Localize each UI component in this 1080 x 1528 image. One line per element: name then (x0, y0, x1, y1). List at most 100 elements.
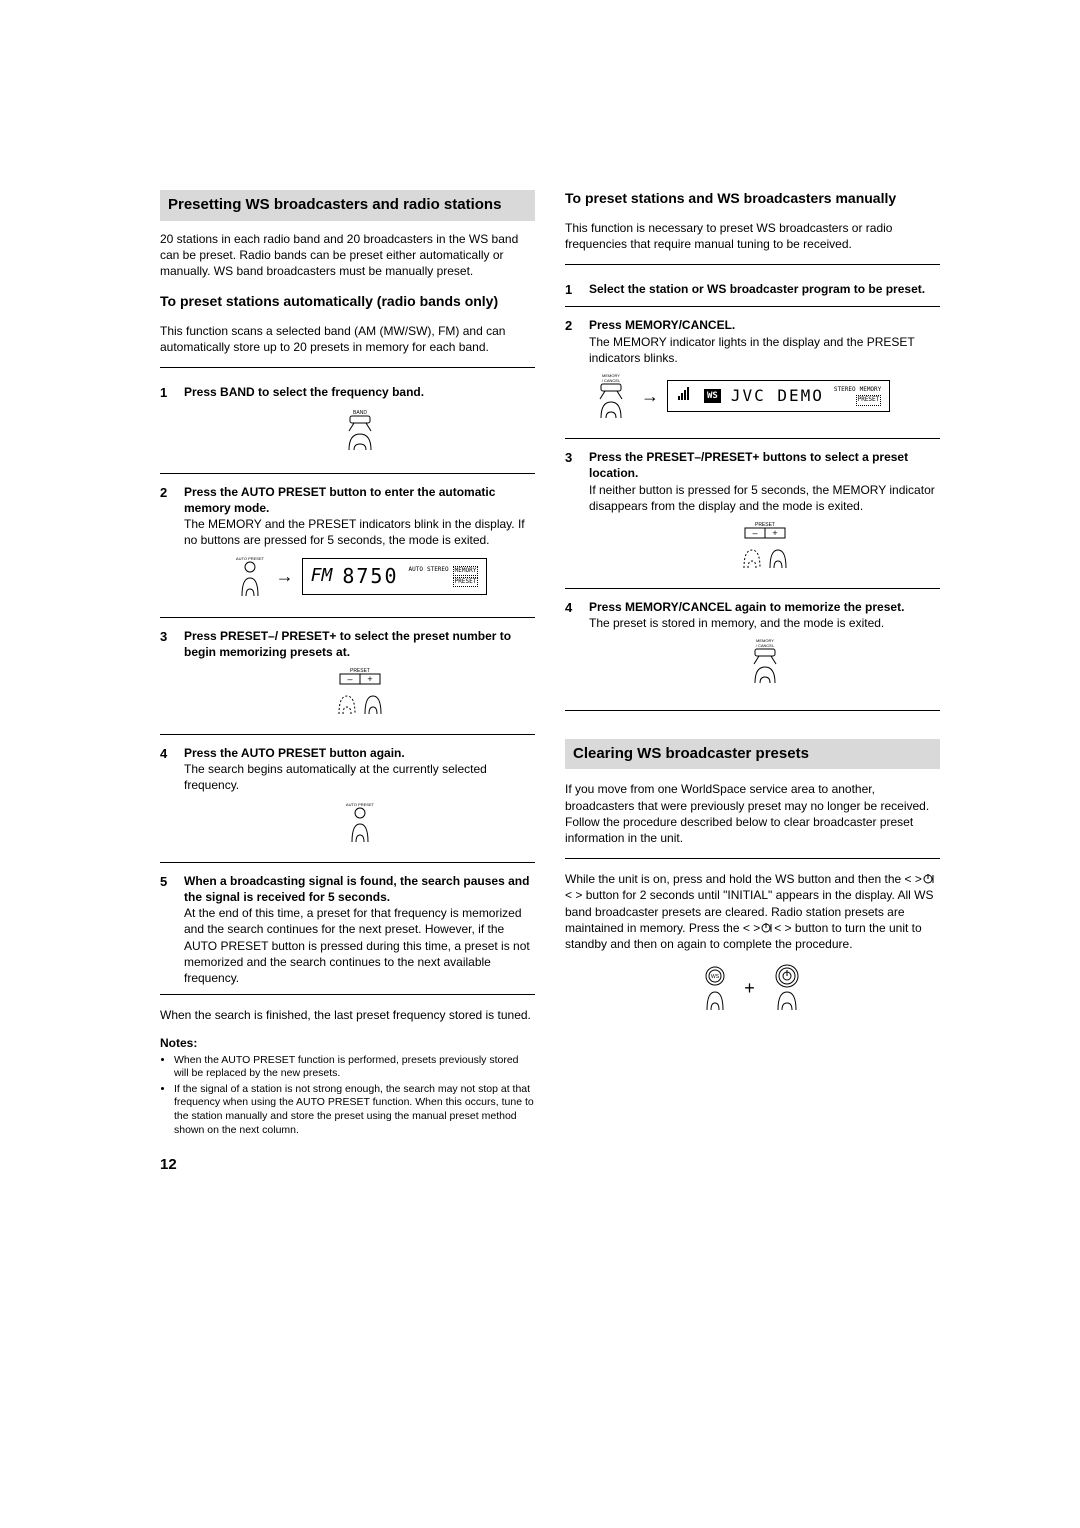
memory-cancel-button-figure: MEMORY / CANCEL (589, 637, 940, 689)
memory-cancel-figure: MEMORY / CANCEL → (589, 372, 940, 424)
arrow-icon: → (641, 384, 659, 408)
manual-page: Presetting WS broadcasters and radio sta… (0, 0, 1080, 1528)
manual-step-2-text: The MEMORY indicator lights in the displ… (589, 334, 940, 366)
manual-intro-text: This function is necessary to preset WS … (565, 220, 940, 252)
step-3-instruction: Press PRESET–/ PRESET+ to select the pre… (184, 629, 511, 659)
two-column-layout: Presetting WS broadcasters and radio sta… (160, 190, 940, 1176)
step-body: Press the AUTO PRESET button to enter th… (184, 484, 535, 609)
svg-text:/ CANCEL: / CANCEL (602, 378, 621, 383)
step-body: Press the PRESET–/PRESET+ buttons to sel… (589, 449, 940, 580)
step-5-instruction: When a broadcasting signal is found, the… (184, 874, 529, 904)
notes-list: When the AUTO PRESET function is perform… (160, 1054, 535, 1138)
step-2-instruction: Press the AUTO PRESET button to enter th… (184, 485, 495, 515)
step-number: 1 (565, 281, 581, 299)
divider (160, 367, 535, 368)
notes-heading: Notes: (160, 1035, 535, 1051)
section-heading-clearing: Clearing WS broadcaster presets (565, 739, 940, 770)
step-number: 4 (160, 745, 176, 854)
step-5-text: At the end of this time, a preset for th… (184, 905, 535, 986)
step-number: 4 (565, 599, 581, 696)
preset-minus-plus-icon: PRESET – + (730, 520, 800, 570)
manual-step-3: 3 Press the PRESET–/PRESET+ buttons to s… (565, 443, 940, 584)
note-item: When the AUTO PRESET function is perform… (174, 1054, 535, 1081)
manual-step-4: 4 Press MEMORY/CANCEL again to memorize … (565, 593, 940, 700)
step-body: Select the station or WS broadcaster pro… (589, 281, 940, 299)
svg-text:+: + (367, 674, 372, 684)
plus-sign: + (744, 978, 755, 998)
divider (565, 438, 940, 439)
svg-text:WS: WS (711, 974, 720, 980)
left-column: Presetting WS broadcasters and radio sta… (160, 190, 535, 1176)
lcd-display: FM 8750 AUTO STEREO MEMORY PRESET (302, 558, 488, 595)
intro-text: 20 stations in each radio band and 20 br… (160, 231, 535, 280)
divider (565, 588, 940, 589)
standby-icon (760, 922, 774, 934)
memory-cancel-button-icon: MEMORY / CANCEL (743, 637, 787, 685)
signal-icon (676, 385, 694, 407)
divider (565, 858, 940, 859)
step-2-text: The MEMORY and the PRESET indicators bli… (184, 516, 535, 548)
step-3: 3 Press PRESET–/ PRESET+ to select the p… (160, 622, 535, 731)
section-heading-presetting: Presetting WS broadcasters and radio sta… (160, 190, 535, 221)
preset-buttons-figure: PRESET – + (184, 666, 535, 720)
ws-button-icon: WS (695, 964, 735, 1012)
standby-button-icon (764, 964, 810, 1012)
divider (160, 617, 535, 618)
svg-text:AUTO PRESET: AUTO PRESET (236, 556, 265, 561)
manual-step-3-text: If neither button is pressed for 5 secon… (589, 482, 940, 514)
ws-plus-standby-figure: WS + (565, 964, 940, 1016)
preset-buttons-figure: PRESET – + (589, 520, 940, 574)
lcd-band: FM (311, 564, 333, 588)
divider (160, 734, 535, 735)
band-button-icon: BAND (335, 406, 385, 454)
divider (565, 264, 940, 265)
svg-text:–: – (752, 528, 757, 538)
svg-text:+: + (772, 528, 777, 538)
step-body: Press PRESET–/ PRESET+ to select the pre… (184, 628, 535, 727)
page-number: 12 (160, 1155, 535, 1175)
memory-cancel-button-icon: MEMORY / CANCEL (589, 372, 633, 420)
divider (160, 862, 535, 863)
manual-step-1-instruction: Select the station or WS broadcaster pro… (589, 282, 925, 296)
note-item: If the signal of a station is not strong… (174, 1083, 535, 1138)
lcd-value: 8750 (342, 563, 398, 590)
closing-text: When the search is finished, the last pr… (160, 1007, 535, 1023)
auto-intro-text: This function scans a selected band (AM … (160, 323, 535, 355)
step-number: 5 (160, 873, 176, 986)
clear-paragraph-1: If you move from one WorldSpace service … (565, 781, 940, 846)
step-number: 1 (160, 384, 176, 464)
lcd-text: JVC DEMO (731, 385, 824, 407)
lcd-ws-badge: WS (704, 389, 721, 403)
right-column: To preset stations and WS broadcasters m… (565, 190, 940, 1176)
step-number: 3 (565, 449, 581, 580)
auto-preset-figure: AUTO PRESET → FM 8750 (184, 554, 535, 602)
step-1-instruction: Press BAND to select the frequency band. (184, 385, 424, 399)
lcd-display: WS JVC DEMO STEREO MEMORY PRESET (667, 380, 890, 412)
divider (565, 710, 940, 711)
step-body: Press the AUTO PRESET button again. The … (184, 745, 535, 854)
arrow-icon: → (276, 564, 294, 588)
step-body: Press MEMORY/CANCEL again to memorize th… (589, 599, 940, 696)
step-4-text: The search begins automatically at the c… (184, 761, 535, 793)
band-button-figure: BAND (184, 406, 535, 458)
manual-step-2-instruction: Press MEMORY/CANCEL. (589, 318, 735, 332)
step-2: 2 Press the AUTO PRESET button to enter … (160, 478, 535, 613)
svg-text:AUTO PRESET: AUTO PRESET (345, 802, 374, 807)
standby-icon (922, 873, 936, 885)
auto-preset-button-icon: AUTO PRESET (232, 554, 268, 598)
auto-preset-button-icon: AUTO PRESET (342, 800, 378, 844)
manual-step-1: 1 Select the station or WS broadcaster p… (565, 275, 940, 303)
step-number: 2 (565, 317, 581, 430)
auto-preset-button-figure: AUTO PRESET (184, 800, 535, 848)
divider (160, 994, 535, 995)
subheading-manual-preset: To preset stations and WS broadcasters m… (565, 190, 940, 208)
preset-minus-plus-icon: PRESET – + (325, 666, 395, 716)
svg-text:BAND: BAND (353, 410, 367, 416)
divider (160, 473, 535, 474)
manual-step-3-instruction: Press the PRESET–/PRESET+ buttons to sel… (589, 450, 908, 480)
lcd-indicators: STEREO MEMORY PRESET (834, 386, 881, 405)
step-4-instruction: Press the AUTO PRESET button again. (184, 746, 405, 760)
manual-step-4-text: The preset is stored in memory, and the … (589, 615, 940, 631)
step-body: Press MEMORY/CANCEL. The MEMORY indicato… (589, 317, 940, 430)
step-number: 2 (160, 484, 176, 609)
